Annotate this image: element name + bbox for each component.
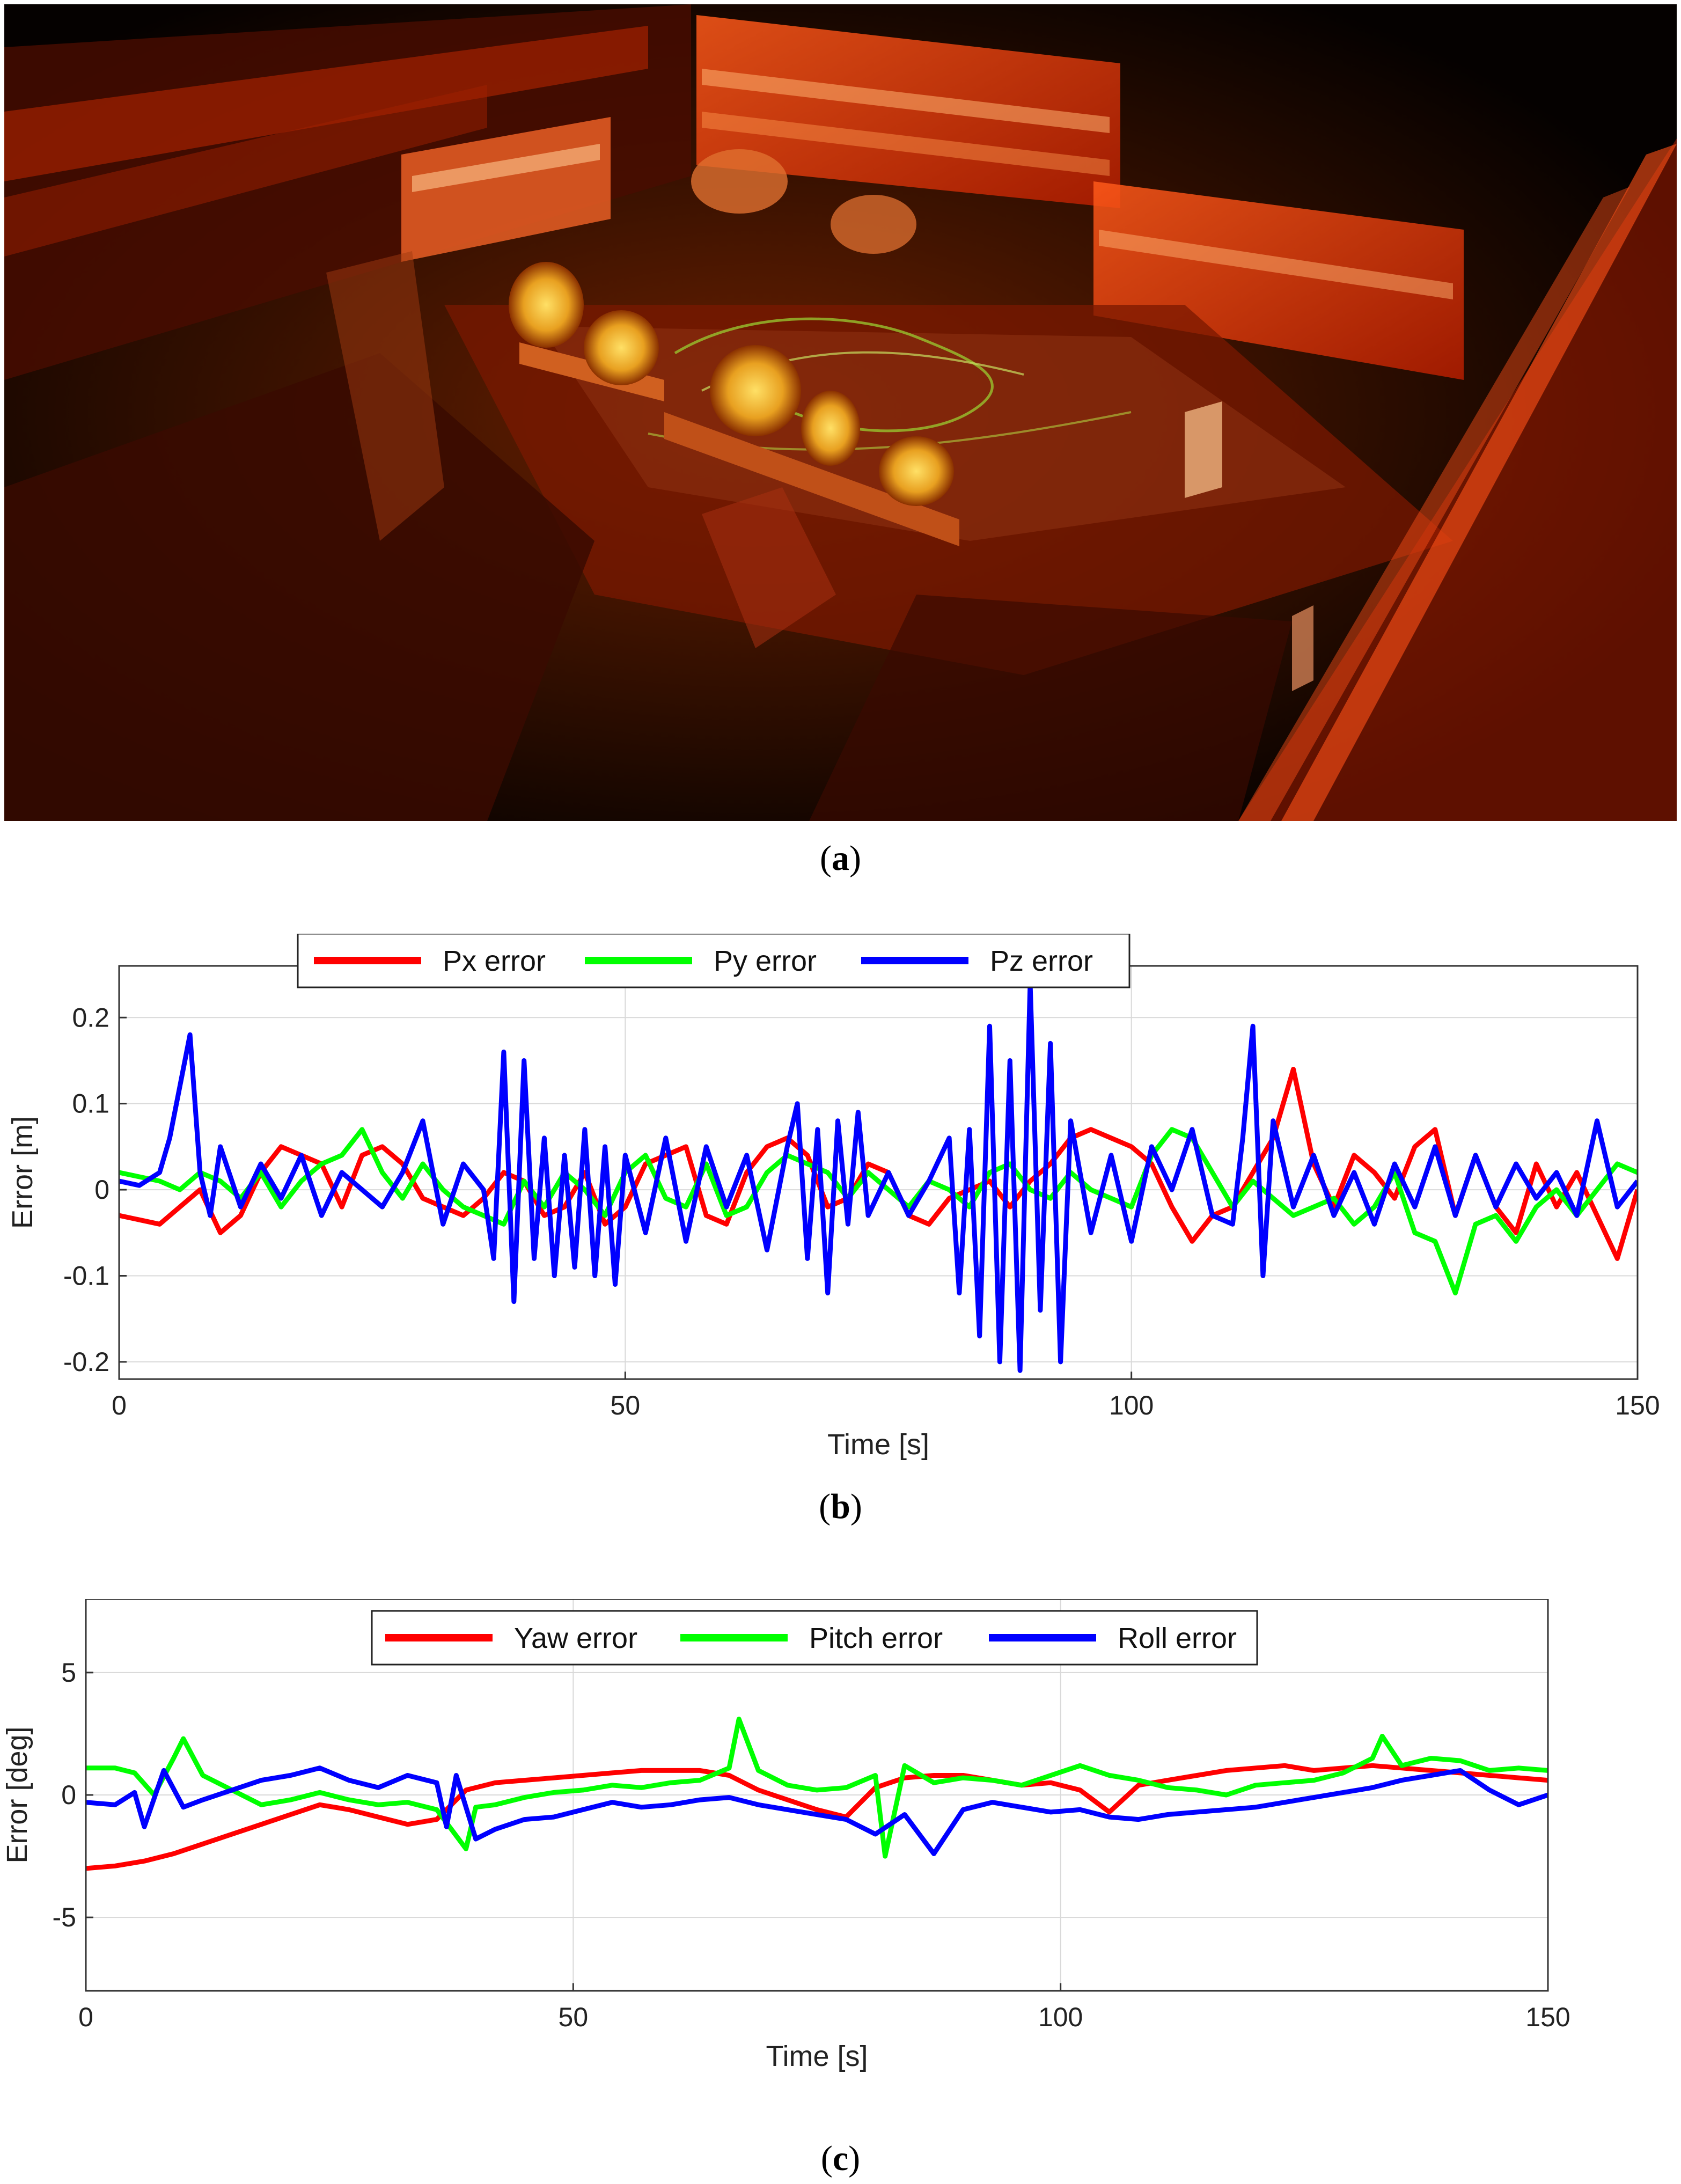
y-axis-label: Error [deg]: [1, 1726, 33, 1863]
x-axis-label: Time [s]: [827, 1428, 929, 1461]
series-line-pitch-error: [86, 1717, 1548, 1859]
x-tick-label: 150: [1525, 2002, 1570, 2032]
legend-label: Py error: [714, 945, 817, 977]
caption-c: (c): [820, 2139, 861, 2178]
y-tick-label: 5: [61, 1658, 76, 1688]
legend-label: Yaw error: [514, 1622, 637, 1654]
caption-b: (b): [819, 1487, 862, 1526]
x-axis-label: Time [s]: [766, 2040, 868, 2072]
caption-a: (a): [820, 839, 861, 878]
x-tick-label: 150: [1615, 1390, 1660, 1420]
x-tick-label: 50: [611, 1390, 641, 1420]
x-tick-label: 50: [559, 2002, 589, 2032]
series-line-pz-error: [119, 980, 1638, 1373]
x-tick-label: 0: [112, 1390, 127, 1420]
legend-label: Pitch error: [809, 1622, 943, 1654]
y-tick-label: 0: [94, 1175, 109, 1205]
attitude-error-chart: 0 50 100 150 -5 0 5 Time [s] Error [deg] Yaw erro…: [1, 1599, 1570, 2072]
y-tick-label: -5: [53, 1902, 76, 1932]
x-tick-label: 100: [1038, 2002, 1083, 2032]
caption-c-letter: c: [832, 2139, 849, 2178]
legend-label: Px error: [443, 945, 546, 977]
plot-area: [119, 966, 1638, 1379]
x-tick-label: 100: [1109, 1390, 1154, 1420]
y-tick-label: 0: [61, 1780, 76, 1810]
y-axis-label: Error [m]: [6, 1116, 39, 1229]
legend-box: [297, 934, 1131, 988]
pointcloud-rendering: [4, 4, 1677, 821]
y-tick-label: -0.1: [63, 1261, 109, 1291]
x-tick-label: 0: [78, 2002, 93, 2032]
pointcloud-map-image: [4, 4, 1677, 821]
legend-box: [371, 1610, 1258, 1666]
legend-label: Pz error: [990, 945, 1093, 977]
legend-label: Roll error: [1118, 1622, 1237, 1654]
series-line-yaw-error: [86, 1763, 1548, 1871]
caption-b-letter: b: [831, 1487, 850, 1526]
y-tick-label: -0.2: [63, 1347, 109, 1377]
y-tick-label: 0.1: [72, 1089, 109, 1119]
series-line-roll-error: [86, 1765, 1548, 1856]
position-error-chart: 0 50 100 150 -0.2 -0.1 0 0.1 0.2 Time [s] Error [m…: [6, 934, 1660, 1461]
caption-a-letter: a: [832, 839, 849, 878]
y-tick-label: 0.2: [72, 1002, 109, 1032]
